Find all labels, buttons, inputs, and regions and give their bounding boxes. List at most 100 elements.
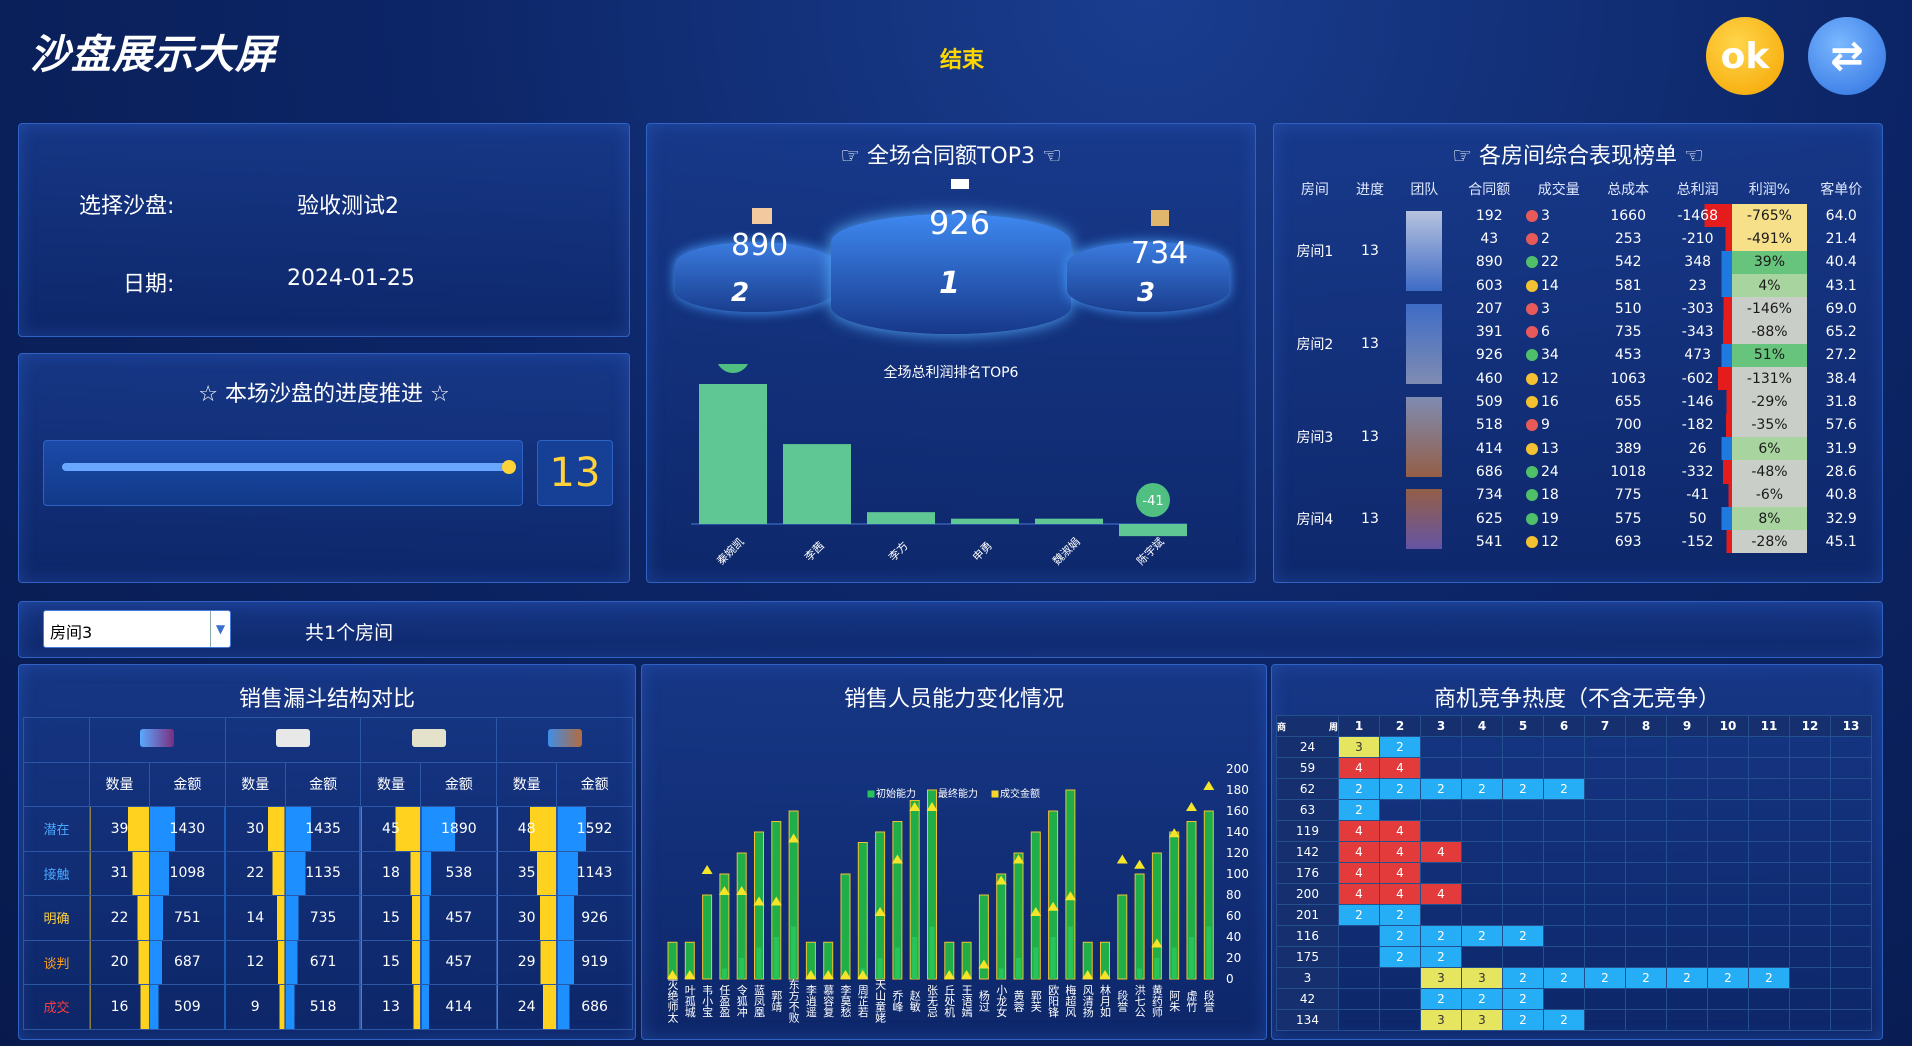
heat-cell: [1666, 946, 1708, 968]
profit-min-marker: [1136, 483, 1170, 517]
heat-cell: [1789, 904, 1831, 926]
total-profit: -41: [1662, 483, 1733, 507]
top3-first-value: 926: [929, 204, 991, 242]
heat-cell: [1666, 925, 1708, 947]
profit-percent: -48%: [1732, 460, 1807, 484]
heat-col-header: 9: [1666, 715, 1708, 737]
funnel-title: 销售漏斗结构对比: [238, 687, 415, 712]
room-select[interactable]: 房间3 ▼: [43, 610, 231, 648]
salesperson-label: 洪七公: [1133, 983, 1146, 1017]
y-tick-label: 20: [1226, 951, 1241, 965]
heat-cell: 2: [1502, 988, 1544, 1010]
select-label: 选择沙盘:: [79, 194, 175, 219]
funnel-table: 数量 金额 数量 金额 数量 金额 数量 金额 潜在 39 1430 30 1435 45 1890 48 15…: [23, 717, 633, 1030]
funnel-amount-cell: 457: [420, 939, 498, 985]
funnel-amount-cell: 919: [556, 939, 633, 985]
heat-cell: [1461, 736, 1503, 758]
salesperson-label: 郭芙: [1029, 990, 1042, 1013]
salesperson-label: 虚竹: [1185, 990, 1198, 1013]
salesperson-label: 东方不败: [787, 979, 800, 1024]
deal-marker: [1151, 938, 1163, 948]
heat-cell: [1666, 736, 1708, 758]
status-dot-icon: [1525, 489, 1538, 502]
info-panel: 选择沙盘: 验收测试2 日期: 2024-01-25: [18, 123, 630, 337]
ranking-row: 43 2 253 -210 -491% 21.4: [1284, 227, 1876, 251]
ability-bar: [1117, 894, 1128, 980]
total-profit: -602: [1662, 367, 1733, 391]
heat-row: 176 4 4: [1276, 862, 1872, 884]
funnel-qty-cell: 45: [360, 806, 422, 852]
deal-marker: [961, 970, 973, 979]
ability-final-bar: [1067, 926, 1073, 979]
heat-cell: [1461, 799, 1503, 821]
heat-cell: 2: [1461, 778, 1503, 800]
status-dot-icon: [1525, 396, 1538, 409]
deal-marker: [978, 959, 990, 969]
team-avatar: [496, 717, 633, 763]
heat-cell: [1461, 883, 1503, 905]
deal-count: 22: [1524, 251, 1593, 274]
contract-amount: 391: [1475, 324, 1503, 341]
heat-row: 119 4 4: [1276, 820, 1872, 842]
y-tick-label: 40: [1226, 930, 1241, 944]
deal-count: 16: [1524, 390, 1593, 413]
profit-percent: 51%: [1732, 343, 1807, 368]
heat-cell: [1461, 820, 1503, 842]
room-name: 房间3: [1296, 429, 1334, 446]
contract-amount: 192: [1475, 207, 1503, 224]
heat-cell: [1748, 883, 1790, 905]
total-cost: 1018: [1610, 463, 1646, 480]
heat-col-header: 11: [1748, 715, 1790, 737]
heat-cell: 4: [1338, 757, 1380, 779]
chevron-down-icon[interactable]: ▼: [210, 611, 230, 647]
total-profit: -1468: [1662, 204, 1733, 228]
ranking-row: 625 19 575 50 8% 32.9: [1284, 506, 1876, 531]
room-progress: 13: [1361, 335, 1379, 352]
team-avatar: [224, 717, 362, 763]
heat-cell: [1789, 1009, 1831, 1031]
salesperson-label: 令狐冲: [735, 983, 748, 1018]
end-label[interactable]: 结束: [940, 48, 985, 73]
heat-cell: [1625, 904, 1667, 926]
ability-final-bar: [912, 937, 918, 979]
ability-final-bar: [739, 958, 745, 979]
heat-cell: [1584, 736, 1626, 758]
profit-percent: -491%: [1732, 227, 1807, 251]
status-dot-icon: [1525, 279, 1538, 292]
ranking-header: 客单价: [1820, 182, 1863, 198]
heat-cell: 4: [1338, 841, 1380, 863]
heat-cell: [1625, 757, 1667, 779]
ranking-header: 成交量: [1537, 182, 1580, 198]
team-avatar: [1394, 204, 1454, 297]
heat-cell: 4: [1379, 883, 1421, 905]
deal-marker: [891, 854, 903, 864]
heat-cell: 2: [1420, 988, 1462, 1010]
heat-cell: [1707, 841, 1749, 863]
total-cost: 575: [1614, 510, 1642, 527]
progress-slider[interactable]: [62, 463, 508, 471]
status-dot-icon: [1525, 372, 1538, 385]
funnel-col-header: 数量: [360, 761, 422, 807]
salesperson-label: 小龙女: [995, 984, 1008, 1018]
heat-cell: [1666, 862, 1708, 884]
deal-marker: [840, 970, 851, 979]
progress-slider-handle[interactable]: [502, 460, 516, 474]
deal-marker: [909, 802, 921, 811]
salesperson-label: 王语嫣: [960, 985, 973, 1019]
heat-cell: [1584, 820, 1626, 842]
ok-button[interactable]: ok: [1706, 17, 1784, 95]
heat-cell: [1543, 925, 1585, 947]
heat-row: 200 4 4 4: [1276, 883, 1872, 905]
ranking-row: 房间3 13 509 16 655 -146 -29% 31.8: [1284, 390, 1876, 477]
total-profit: 50: [1662, 506, 1733, 531]
heat-cell: 3: [1461, 967, 1503, 989]
refresh-button[interactable]: ⇄: [1808, 17, 1886, 95]
select-value[interactable]: 验收测试2: [297, 194, 399, 219]
salesperson-label: 任盈盈: [718, 984, 731, 1017]
total-profit: -152: [1662, 530, 1733, 554]
status-dot-icon: [1525, 326, 1538, 339]
ranking-table: 房间 进度 团队 合同额 成交量 总成本 总利润 利润% 客单价 房间1 13 192 3 1660 -1…: [1284, 174, 1876, 554]
heat-cell: [1625, 736, 1667, 758]
deal-marker: [1168, 828, 1180, 838]
unit-price: 32.9: [1825, 510, 1857, 527]
